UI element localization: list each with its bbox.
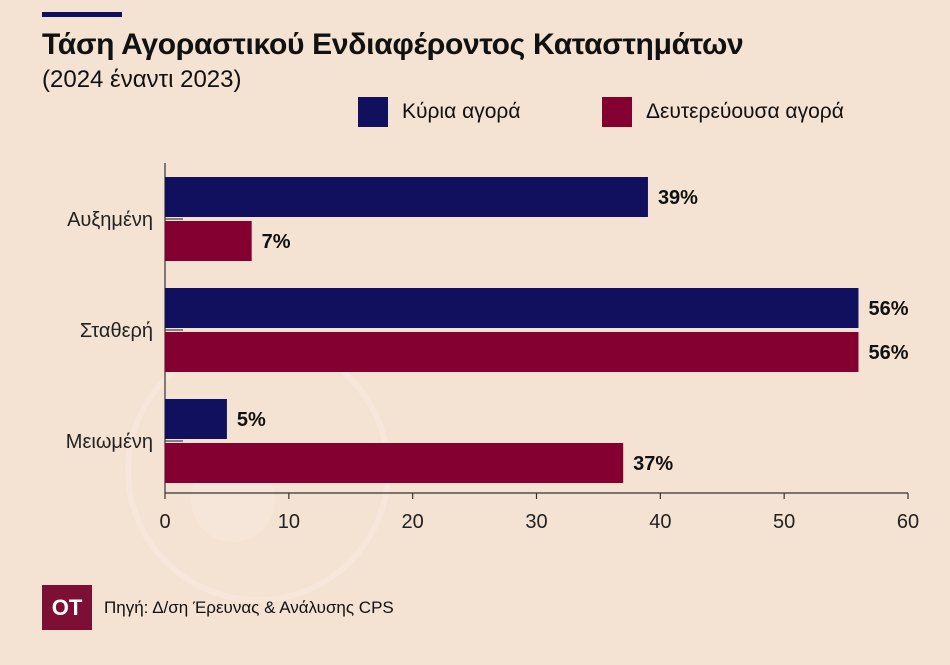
x-tick-label: 20 [402,511,424,533]
legend-swatch-primary [358,97,388,127]
bar-secondary [165,443,624,483]
x-tick-label: 10 [278,511,300,533]
chart-title: Τάση Αγοραστικού Ενδιαφέροντος Καταστημά… [42,28,744,61]
bar-primary [165,177,648,217]
legend-item-secondary: Δευτερεύουσα αγορά [602,97,844,127]
data-label: 37% [633,453,673,475]
chart-subtitle: (2024 έναντι 2023) [42,66,242,93]
x-tick-label: 30 [525,511,547,533]
bar-secondary [165,332,859,372]
data-label: 39% [658,187,698,209]
ot-logo: OT [42,585,92,630]
bar-primary [165,288,859,328]
data-label: 5% [237,409,266,431]
x-tick-label: 0 [159,511,170,533]
legend-item-primary: Κύρια αγορά [358,97,520,127]
x-tick-label: 50 [773,511,795,533]
bar-primary [165,399,227,439]
data-label: 56% [868,342,908,364]
category-label: Αυξημένη [67,209,153,231]
category-label: Σταθερή [80,320,153,342]
legend-swatch-secondary [602,97,632,127]
category-label: Μειωμένη [66,431,153,453]
x-tick-label: 40 [649,511,671,533]
data-label: 7% [262,231,291,253]
x-tick-label: 60 [897,511,919,533]
bar-secondary [165,221,252,261]
legend-label-secondary: Δευτερεύουσα αγορά [646,100,844,123]
data-label: 56% [868,298,908,320]
legend-label-primary: Κύρια αγορά [402,100,521,123]
title-accent-line [42,12,122,17]
source-note: Πηγή: Δ/ση Έρευνας & Ανάλυσης CPS [104,598,394,617]
